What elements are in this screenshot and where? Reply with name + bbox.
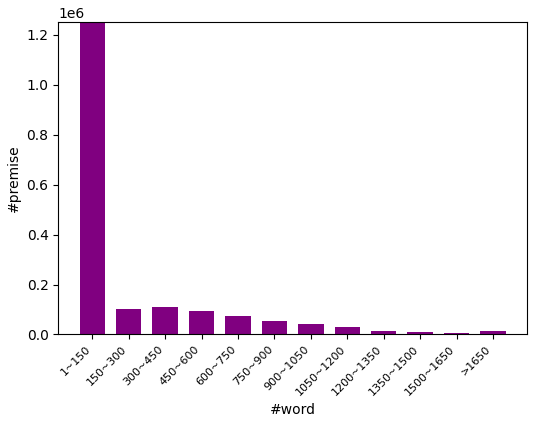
Y-axis label: #premise: #premise	[7, 145, 21, 212]
Bar	[262, 321, 287, 335]
Bar	[80, 0, 105, 335]
Bar	[116, 310, 142, 335]
Bar	[480, 332, 506, 335]
Bar	[225, 316, 251, 335]
Bar	[407, 332, 433, 335]
Bar	[189, 311, 214, 335]
X-axis label: #word: #word	[270, 403, 316, 417]
Bar	[298, 324, 324, 335]
Bar	[334, 327, 360, 335]
Bar	[444, 333, 469, 335]
Bar	[152, 307, 178, 335]
Bar	[371, 331, 396, 335]
